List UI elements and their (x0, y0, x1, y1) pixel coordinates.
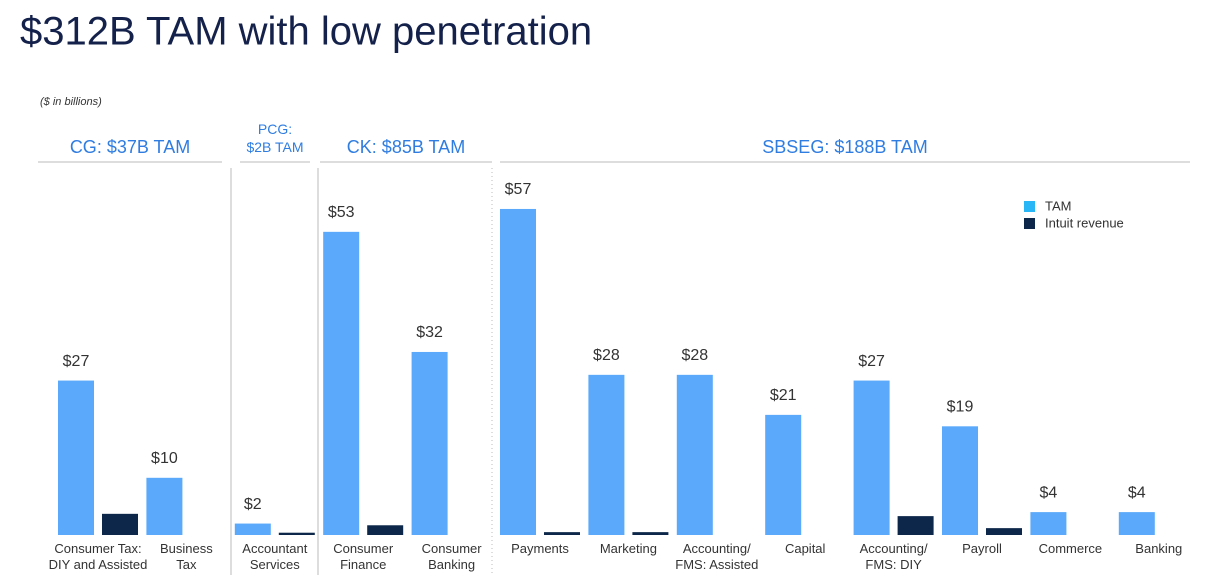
value-label: $28 (593, 347, 620, 364)
bar (102, 513, 138, 535)
value-label: $28 (681, 347, 708, 364)
bar (500, 208, 536, 535)
bar (853, 380, 890, 535)
x-tick-label: Accounting/ FMS: DIY (859, 541, 928, 572)
legend-swatch (1024, 218, 1035, 229)
value-label: $4 (1040, 484, 1058, 501)
x-tick-label: Business Tax (160, 541, 213, 572)
value-label: $4 (1128, 484, 1146, 501)
subtitle: ($ in billions) (40, 96, 102, 108)
bar (765, 414, 802, 535)
bar (632, 532, 669, 535)
x-tick-label: Consumer Banking (421, 541, 482, 572)
x-tick-label: Consumer Finance (333, 541, 394, 572)
bar (676, 374, 713, 535)
value-label: $21 (770, 387, 797, 404)
bar (234, 523, 271, 535)
x-tick-label: Payments (511, 541, 569, 556)
value-label: $10 (151, 450, 178, 467)
chart-title: $312B TAM with low penetration (20, 10, 592, 54)
segment-label: PCG: $2B TAM (246, 121, 304, 155)
value-label: $19 (947, 399, 974, 416)
x-tick-label: Capital (784, 541, 826, 556)
x-tick-label: Commerce (1038, 541, 1103, 556)
bar (897, 516, 934, 535)
value-label: $27 (63, 353, 90, 370)
bar (986, 528, 1022, 535)
bar (1030, 512, 1067, 535)
bar (544, 532, 580, 535)
segment-label: CG: $37B TAM (69, 137, 191, 157)
bar (146, 477, 183, 535)
segment-label: CK: $85B TAM (346, 137, 466, 157)
x-tick-label: Accountant Services (242, 541, 308, 572)
segment-label: SBSEG: $188B TAM (762, 137, 928, 157)
bar (942, 426, 978, 535)
x-tick-label: Payroll (962, 541, 1002, 556)
value-label: $57 (505, 181, 532, 198)
bar (278, 532, 315, 535)
bar (323, 231, 360, 535)
x-tick-label: Accounting/ FMS: Assisted (675, 541, 759, 572)
value-label: $27 (858, 353, 885, 370)
value-label: $53 (328, 204, 355, 221)
bar (58, 380, 94, 535)
value-label: $2 (244, 496, 262, 513)
bar (367, 525, 404, 535)
x-tick-label: Consumer Tax: DIY and Assisted (48, 541, 148, 572)
bar (1118, 512, 1155, 535)
legend-label: Intuit revenue (1045, 215, 1124, 230)
x-tick-label: Marketing (599, 541, 657, 556)
value-label: $32 (416, 324, 443, 341)
bar (588, 374, 625, 535)
bar (411, 351, 448, 535)
legend-swatch (1024, 201, 1035, 212)
legend-label: TAM (1045, 198, 1071, 213)
x-tick-label: Banking (1135, 541, 1183, 556)
